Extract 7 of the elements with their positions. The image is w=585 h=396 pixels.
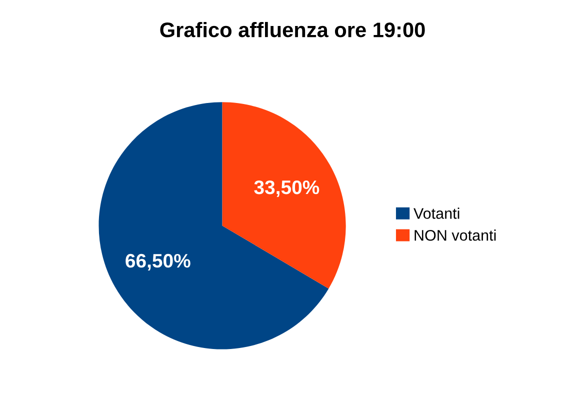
data-label: 66,50% xyxy=(126,254,190,270)
legend-label: Votanti xyxy=(414,208,460,219)
pie-slice xyxy=(222,102,346,289)
data-label: 33,50% xyxy=(254,180,320,198)
pie-slice xyxy=(98,102,329,350)
chart-title: Grafico affluenza ore 19:00 xyxy=(160,22,425,38)
legend-label: NON votanti xyxy=(414,230,496,241)
